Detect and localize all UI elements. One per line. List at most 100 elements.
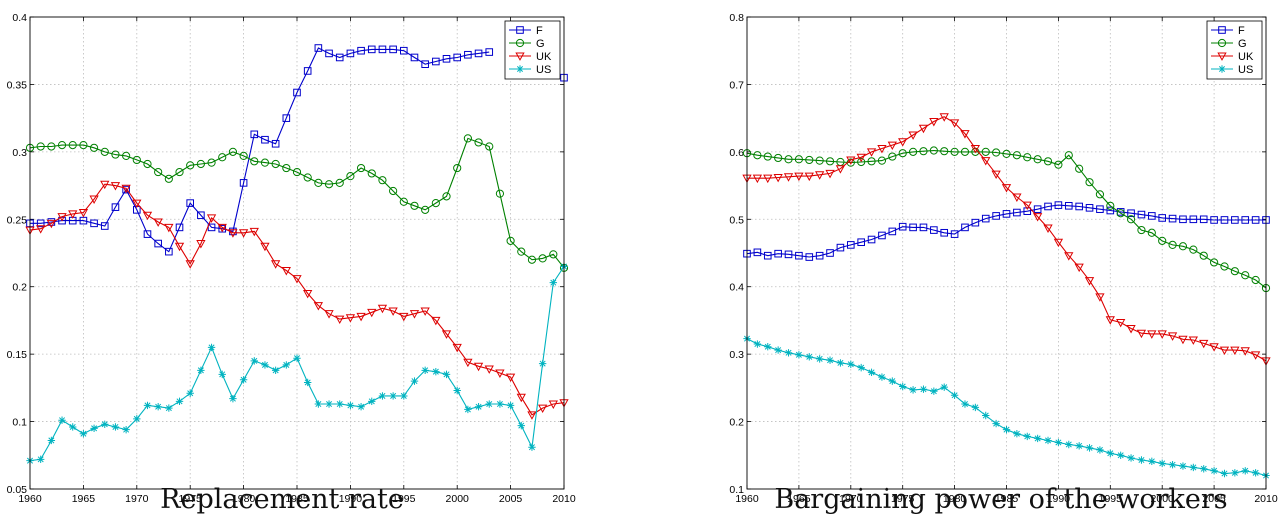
x-tick-label: 1965: [72, 493, 96, 505]
data-point: [1096, 446, 1104, 454]
y-tick-label: 0.5: [729, 214, 744, 226]
data-point: [79, 141, 88, 150]
data-point: [378, 176, 387, 185]
data-point: [888, 152, 897, 161]
data-point: [898, 138, 908, 147]
x-tick-label: 1960: [735, 493, 759, 505]
data-point: [794, 172, 804, 182]
data-point: [1241, 271, 1250, 280]
data-point: [175, 397, 184, 406]
data-point: [79, 430, 88, 438]
data-point: [197, 366, 205, 375]
data-point: [971, 403, 980, 412]
data-point: [950, 147, 959, 156]
data-point: [1095, 293, 1105, 302]
data-point: [826, 249, 834, 257]
data-point: [46, 219, 57, 229]
data-point: [100, 180, 110, 190]
data-point: [1012, 193, 1022, 202]
data-point: [1188, 336, 1198, 345]
data-point: [207, 223, 216, 232]
data-point: [826, 356, 834, 364]
data-point: [1230, 346, 1240, 356]
data-point: [1148, 212, 1156, 220]
data-point: [815, 251, 824, 260]
data-point: [464, 50, 472, 59]
x-tick-label: 1995: [1099, 493, 1123, 505]
data-point: [950, 391, 959, 399]
data-point: [763, 174, 773, 184]
data-point: [292, 167, 302, 177]
data-point: [878, 231, 886, 240]
data-point: [1136, 329, 1147, 339]
data-point: [293, 354, 301, 362]
data-point: [805, 353, 813, 361]
data-point: [368, 397, 376, 406]
data-point: [142, 211, 153, 221]
data-point: [752, 174, 763, 184]
data-point: [68, 210, 78, 219]
data-point: [410, 53, 419, 62]
series-US: [26, 262, 568, 465]
y-tick-label: 0.05: [7, 484, 28, 496]
data-point: [549, 250, 558, 259]
data-point: [346, 401, 355, 410]
data-point: [960, 147, 970, 156]
data-point: [1168, 461, 1177, 469]
data-point: [346, 172, 355, 181]
data-point: [1033, 434, 1042, 443]
data-point: [992, 148, 1001, 157]
data-point: [261, 135, 269, 144]
data-point: [805, 155, 814, 165]
data-point: [101, 420, 109, 428]
data-point: [1137, 456, 1146, 464]
data-point: [1012, 151, 1021, 160]
data-point: [165, 404, 173, 412]
data-point: [239, 376, 248, 384]
y-tick-label: 0.3: [12, 147, 27, 159]
data-point: [1167, 332, 1178, 341]
data-point: [90, 219, 98, 228]
data-point: [197, 211, 205, 220]
data-point: [1199, 251, 1208, 260]
data-point: [271, 159, 280, 169]
data-point: [919, 385, 928, 393]
x-tick-label: 2005: [1202, 493, 1226, 505]
data-point: [206, 214, 217, 223]
data-point: [867, 368, 876, 377]
data-point: [836, 359, 845, 367]
y-tick-label: 0.7: [729, 79, 744, 91]
data-point: [441, 330, 452, 339]
data-point: [918, 124, 929, 134]
data-point: [1147, 330, 1157, 339]
data-point: [835, 165, 846, 174]
y-tick-label: 0.6: [729, 147, 744, 159]
x-tick-label: 1980: [943, 493, 967, 505]
data-point: [1220, 216, 1229, 224]
data-point: [154, 167, 163, 177]
data-point: [186, 389, 194, 397]
data-point: [452, 343, 462, 353]
data-point: [753, 340, 762, 348]
data-point: [961, 400, 969, 408]
data-point: [356, 163, 366, 173]
data-point: [1231, 469, 1239, 477]
data-point: [1199, 339, 1209, 349]
data-point: [485, 142, 494, 151]
data-point: [250, 357, 258, 365]
x-tick-label: 1975: [179, 493, 203, 505]
data-point: [774, 153, 783, 163]
data-point: [1210, 216, 1218, 224]
series-F: [743, 201, 1270, 261]
data-point: [90, 424, 98, 433]
data-point: [919, 223, 928, 232]
data-point: [410, 377, 419, 385]
data-point: [378, 392, 387, 400]
data-point: [1240, 347, 1250, 356]
legend-label: UK: [1238, 51, 1254, 63]
data-point: [1043, 224, 1053, 233]
chart-caption-replacement-rate: Replacement rate: [160, 484, 404, 515]
data-point: [929, 118, 939, 127]
data-point: [431, 316, 441, 326]
